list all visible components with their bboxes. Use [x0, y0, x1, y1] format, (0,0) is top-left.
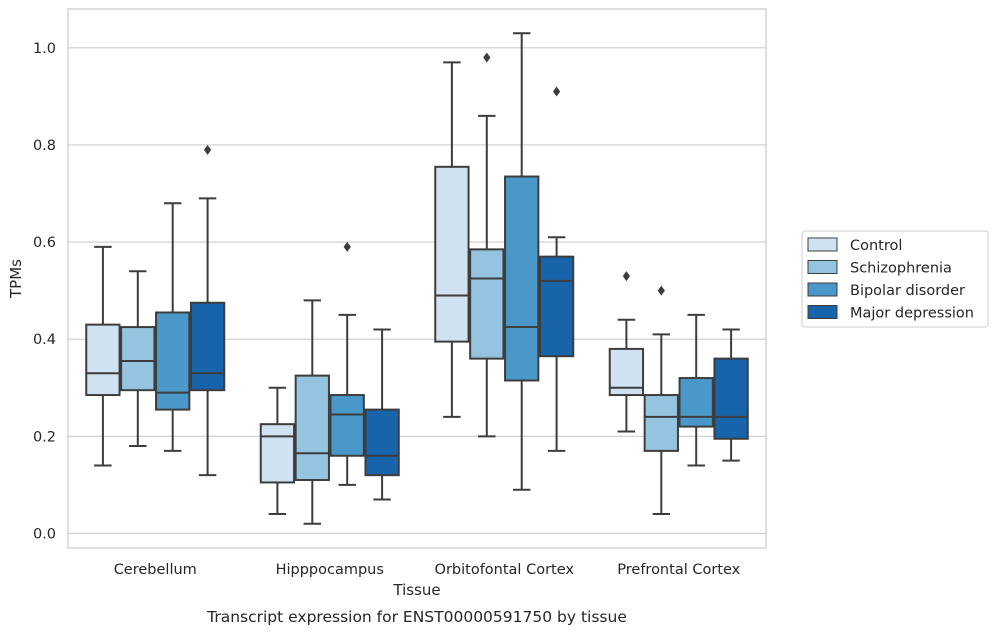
x-tick-label: Orbitofontal Cortex: [435, 562, 575, 578]
box: [155, 311, 191, 411]
box-group: [538, 86, 575, 452]
y-tick-labels: 0.0 0.2 0.4 0.6 0.8 1.0: [33, 41, 56, 543]
box: [120, 326, 156, 392]
legend-swatch: [807, 282, 838, 297]
y-tick-label: 0.4: [33, 332, 56, 348]
x-axis-label: Tissue: [392, 581, 440, 599]
box: [678, 377, 714, 428]
box-group: [469, 52, 505, 438]
box-group: [713, 328, 749, 462]
legend-label: Control: [850, 238, 902, 254]
outlier-point: [343, 241, 351, 252]
box: [713, 357, 749, 440]
box-group: [643, 285, 679, 516]
outlier-point: [657, 285, 665, 296]
legend-swatch: [807, 305, 838, 319]
y-tick-label: 0.2: [33, 429, 56, 445]
box: [643, 394, 679, 452]
box-group: [294, 299, 330, 525]
box-group: [364, 328, 400, 501]
outlier-point: [622, 271, 630, 282]
legend-swatch: [807, 237, 838, 252]
box-group: [259, 386, 296, 516]
legend-label: Major depression: [850, 306, 974, 322]
box: [538, 255, 575, 358]
box-group: [678, 313, 714, 467]
y-axis-label: TPMs: [7, 259, 25, 299]
x-tick-label: Prefrontal Cortex: [617, 562, 740, 578]
box: [434, 165, 470, 343]
x-tick-label: Cerebellum: [114, 562, 197, 578]
outlier-point: [553, 86, 561, 97]
x-tick-labels: Cerebellum Hipppocampus Orbitofontal Corte…: [114, 562, 741, 578]
box: [504, 175, 540, 382]
y-tick-label: 0.6: [33, 235, 56, 251]
y-tick-label: 0.8: [33, 138, 56, 154]
x-tick-label: Hipppocampus: [276, 562, 384, 578]
box: [259, 423, 296, 484]
box-group: [504, 32, 540, 491]
box: [294, 374, 330, 482]
y-tick-label: 1.0: [33, 41, 56, 57]
box: [85, 323, 121, 397]
box-plots: [85, 32, 749, 525]
box-group: [329, 241, 365, 486]
chart-caption: Transcript expression for ENST0000059175…: [206, 608, 627, 626]
legend-swatch: [807, 260, 838, 274]
box-group: [155, 202, 191, 452]
box: [189, 301, 226, 392]
box-group: [120, 270, 156, 448]
box: [329, 394, 365, 457]
box-group: [434, 61, 470, 418]
legend: Control Schizophrenia Bipolar disorder Majo…: [801, 230, 989, 328]
legend-label: Schizophrenia: [850, 261, 952, 277]
legend-frame: [801, 230, 989, 328]
outlier-point: [204, 144, 212, 155]
box: [469, 248, 505, 360]
box-group: [608, 271, 645, 433]
box-group: [85, 245, 121, 467]
y-tick-label: 0.0: [33, 526, 56, 542]
box-group: [189, 144, 226, 477]
outlier-point: [483, 52, 491, 63]
legend-label: Bipolar disorder: [850, 283, 965, 299]
box: [364, 408, 400, 477]
plot-frame: [67, 8, 767, 549]
